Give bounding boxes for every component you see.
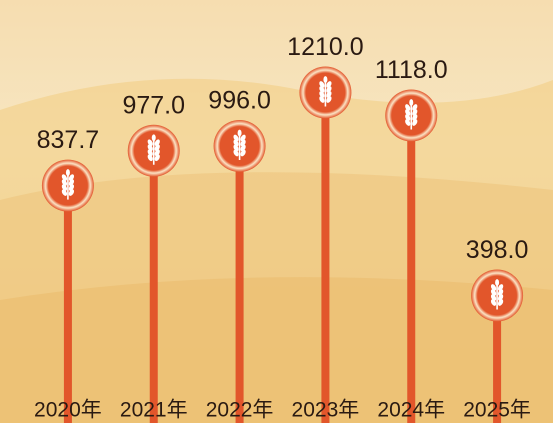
value-label: 837.7	[37, 126, 100, 154]
wheat-icon	[323, 76, 327, 83]
lollipop-head	[42, 160, 94, 212]
chart: 837.7 977.0 996.0 1210.0 1118.0 398.0 2020年 202…	[0, 0, 553, 423]
value-label: 1210.0	[287, 33, 363, 61]
stem	[64, 186, 72, 423]
lollipop-head	[128, 125, 180, 177]
value-label: 398.0	[466, 236, 529, 264]
x-tick-label: 2023年	[292, 399, 360, 422]
stem	[321, 93, 329, 423]
value-label: 996.0	[208, 87, 271, 115]
x-tick-label: 2020年	[34, 399, 102, 422]
wheat-icon	[152, 134, 156, 141]
stem	[407, 116, 415, 423]
stem	[236, 146, 244, 423]
wheat-icon	[66, 169, 70, 176]
lollipop-head	[299, 67, 351, 119]
x-tick-label: 2022年	[206, 399, 274, 422]
value-label: 1118.0	[375, 56, 448, 84]
wheat-icon	[495, 279, 499, 286]
wheat-icon	[238, 130, 242, 137]
x-tick-label: 2024年	[377, 399, 445, 422]
lollipop-head	[385, 90, 437, 142]
lollipop-head	[471, 270, 523, 322]
stem	[150, 151, 158, 423]
lollipop-head	[214, 120, 266, 172]
page: 837.7 977.0 996.0 1210.0 1118.0 398.0 2020年 202…	[0, 0, 553, 423]
wheat-icon	[409, 99, 413, 106]
value-label: 977.0	[122, 91, 185, 119]
x-tick-label: 2021年	[120, 399, 188, 422]
x-tick-label: 2025年	[463, 399, 531, 422]
